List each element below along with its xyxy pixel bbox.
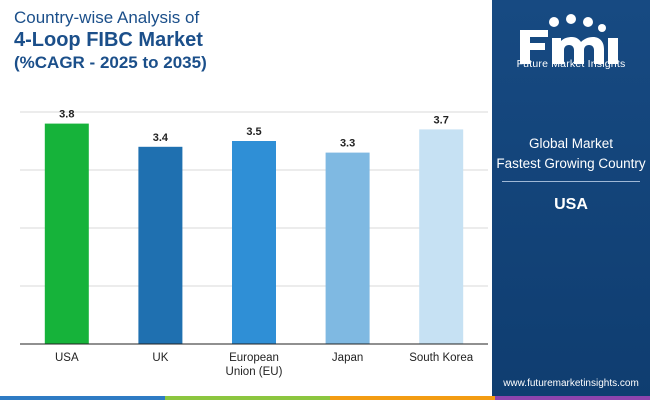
- website-url[interactable]: www.futuremarketinsights.com: [503, 378, 639, 389]
- data-label: 3.7: [434, 114, 449, 126]
- data-label: 3.3: [340, 138, 355, 150]
- bar: [419, 129, 464, 344]
- x-tick-label: European: [229, 352, 279, 364]
- side-panel: Future Market Insights Global Market Fas…: [492, 0, 650, 400]
- data-label: 3.8: [59, 109, 74, 121]
- title-line-1: Country-wise Analysis of: [14, 8, 200, 27]
- strip-segment: [495, 396, 650, 400]
- x-tick-label: USA: [55, 352, 79, 364]
- bar-chart: 3.8 USA 3.4 UK 3.5 European Union (EU) 3.3 Japan…: [20, 109, 488, 378]
- bar: [232, 141, 276, 344]
- strip-segment: [165, 396, 330, 400]
- title-line-3: (%CAGR - 2025 to 2035): [14, 53, 207, 72]
- panel-divider: [502, 181, 640, 182]
- fastest-growing-country: USA: [554, 196, 588, 213]
- panel-label-global-market: Global Market: [528, 136, 614, 151]
- panel-label-fastest-growing: Fastest Growing Country: [496, 156, 646, 171]
- bar: [325, 152, 370, 344]
- x-tick-label: UK: [152, 352, 168, 364]
- bar: [138, 146, 183, 344]
- data-label: 3.4: [153, 132, 169, 144]
- bar: [44, 123, 89, 344]
- x-tick-label: Union (EU): [226, 366, 283, 378]
- x-tick-label: South Korea: [409, 352, 474, 364]
- fmi-logo-icon: [520, 14, 618, 64]
- x-tick-label: Japan: [332, 352, 363, 364]
- data-label: 3.5: [246, 126, 261, 138]
- title-line-2: 4-Loop FIBC Market: [14, 29, 203, 51]
- strip-segment: [330, 396, 495, 400]
- logo-text: Future Market Insights: [516, 58, 626, 70]
- strip-segment: [0, 396, 165, 400]
- chart-title: Country-wise Analysis of 4-Loop FIBC Mar…: [14, 8, 207, 73]
